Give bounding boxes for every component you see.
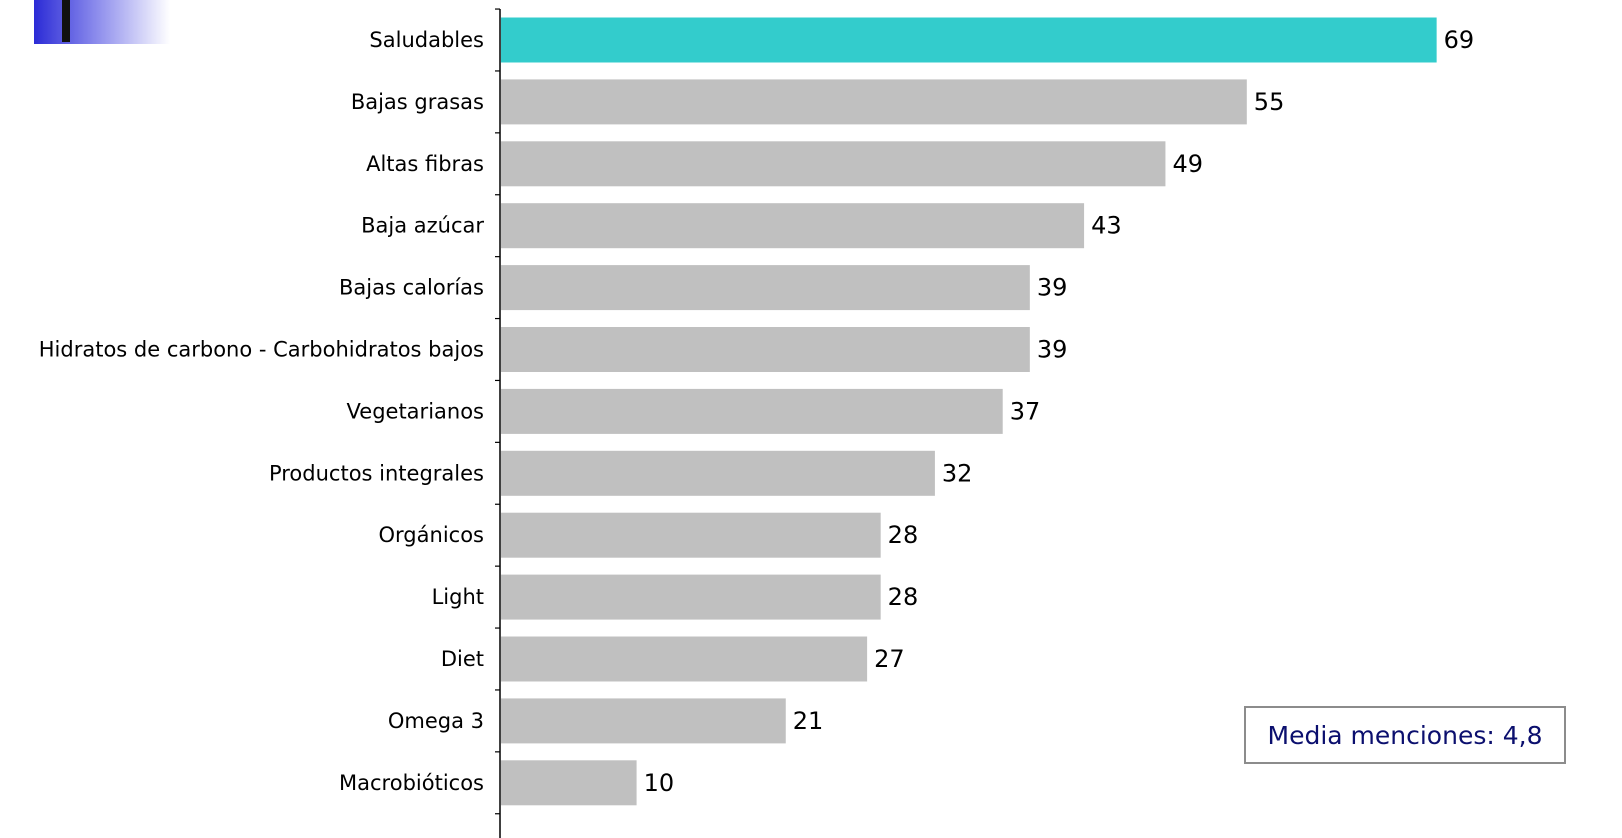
average-mentions-text: Media menciones: 4,8 [1267, 720, 1543, 750]
value-label: 37 [1010, 397, 1041, 425]
bar [501, 203, 1085, 249]
category-label: Vegetarianos [347, 399, 484, 423]
bar [501, 17, 1437, 63]
value-label: 69 [1444, 26, 1475, 54]
bar [501, 512, 881, 558]
value-label: 49 [1172, 150, 1203, 178]
category-label: Orgánicos [379, 523, 484, 547]
category-label: Bajas grasas [351, 90, 484, 114]
category-label: Baja azúcar [361, 214, 484, 238]
bar [501, 388, 1003, 434]
bar [501, 265, 1030, 311]
bar [501, 574, 881, 620]
value-label: 43 [1091, 212, 1122, 240]
value-label: 27 [874, 645, 905, 673]
value-label: 21 [793, 707, 824, 735]
bar [501, 141, 1166, 187]
category-label: Saludables [369, 28, 484, 52]
category-label: Light [432, 585, 484, 609]
value-label: 28 [888, 521, 919, 549]
value-label: 39 [1037, 274, 1068, 302]
value-label: 10 [644, 769, 675, 797]
value-label: 55 [1254, 88, 1285, 116]
bar [501, 450, 935, 496]
bars [501, 17, 1437, 806]
category-label: Omega 3 [388, 709, 484, 733]
category-label: Macrobióticos [339, 771, 484, 795]
value-label: 28 [888, 583, 919, 611]
bar [501, 327, 1030, 372]
bar [501, 698, 786, 744]
category-label: Altas fibras [366, 152, 484, 176]
bar [501, 760, 637, 806]
value-label: 32 [942, 459, 973, 487]
bar [501, 636, 868, 682]
logo-decoration [34, 0, 170, 44]
category-labels: Saludables Bajas grasas Altas fibras Baja a… [39, 28, 485, 795]
value-labels: 69 55 49 43 39 39 37 32 28 28 27 21 10 [644, 26, 1475, 797]
category-label: Bajas calorías [339, 276, 484, 300]
value-label: 39 [1037, 336, 1068, 364]
y-axis [495, 8, 501, 838]
bar [501, 79, 1247, 125]
category-label: Hidratos de carbono - Carbohidratos bajo… [39, 338, 484, 362]
category-label: Productos integrales [269, 461, 484, 485]
category-label: Diet [441, 647, 484, 671]
average-mentions-note: Media menciones: 4,8 [1244, 706, 1566, 764]
